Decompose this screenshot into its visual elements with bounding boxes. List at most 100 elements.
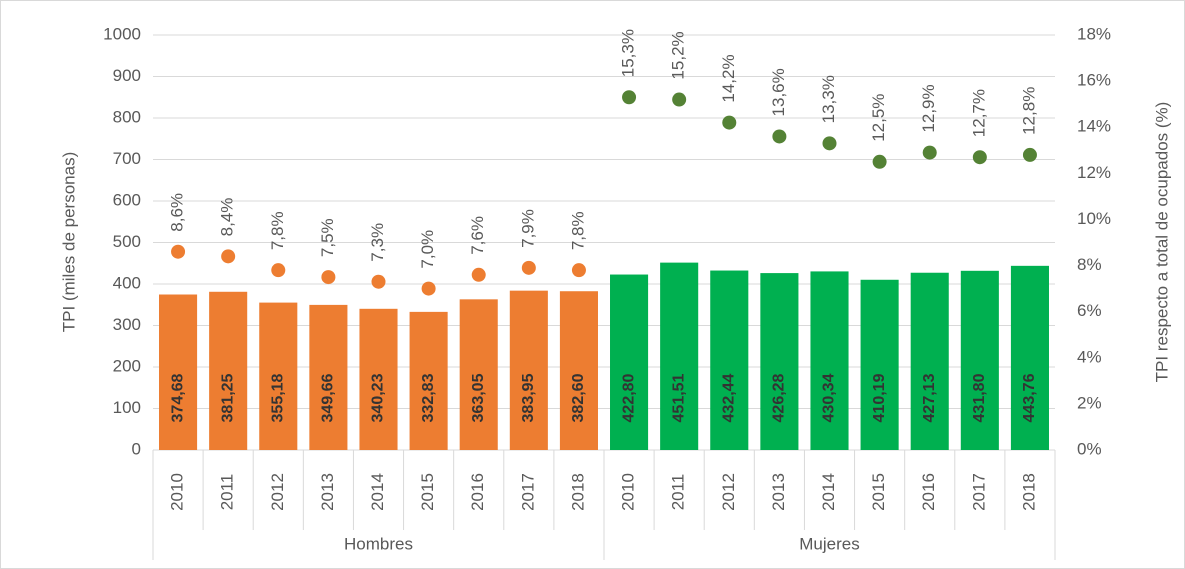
x-tick-label: 2012 [719, 473, 738, 511]
group-label: Hombres [344, 534, 413, 553]
bar [610, 274, 649, 450]
bar-value-label: 410,19 [871, 373, 888, 422]
x-tick-label: 2011 [669, 474, 688, 511]
y-tick-label: 0 [132, 439, 141, 458]
y-tick-label: 500 [113, 232, 141, 251]
y2-tick-label: 10% [1077, 209, 1111, 228]
bar-value-label: 332,83 [420, 373, 437, 422]
rate-dot [972, 150, 987, 165]
bar [910, 272, 949, 450]
rate-dot [521, 260, 536, 275]
rate-dot [772, 129, 787, 144]
rate-dot [922, 145, 937, 160]
rate-label: 13,6% [769, 68, 788, 116]
rate-dot [571, 263, 586, 278]
bar [660, 262, 699, 450]
y2-tick-label: 4% [1077, 347, 1102, 366]
group-label: Mujeres [799, 534, 859, 553]
bar-value-label: 443,76 [1021, 373, 1038, 422]
y-tick-label: 900 [113, 66, 141, 85]
y2-tick-label: 18% [1077, 24, 1111, 43]
bar [159, 294, 198, 450]
bar [459, 299, 498, 450]
x-tick-label: 2010 [168, 473, 187, 511]
x-tick-label: 2018 [568, 473, 587, 511]
rate-dot [371, 274, 386, 289]
bar-value-label: 430,34 [821, 373, 838, 422]
rate-label: 12,5% [869, 94, 888, 142]
y2-tick-label: 16% [1077, 71, 1111, 90]
bar-value-label: 382,60 [570, 373, 587, 422]
rate-dot [321, 270, 336, 285]
bar [509, 290, 548, 450]
bar [559, 291, 598, 450]
bar-value-label: 426,28 [771, 373, 788, 422]
y2-tick-label: 0% [1077, 439, 1102, 458]
rate-dot [822, 136, 837, 151]
x-tick-label: 2014 [819, 473, 838, 511]
x-tick-label: 2018 [1019, 473, 1038, 511]
bar [860, 279, 899, 450]
y2-tick-label: 6% [1077, 301, 1102, 320]
bar [309, 304, 348, 450]
y-axis-label: TPI (miles de personas) [59, 152, 78, 332]
bar-value-label: 340,23 [370, 373, 387, 422]
bar [409, 311, 448, 450]
y-tick-label: 600 [113, 190, 141, 209]
rate-dot [421, 281, 436, 296]
bar-value-label: 383,95 [520, 373, 537, 422]
bar-value-label: 431,80 [971, 373, 988, 422]
bar-value-label: 451,51 [670, 373, 687, 422]
bar-value-label: 355,18 [269, 373, 286, 422]
x-tick-label: 2011 [218, 474, 237, 511]
bar [710, 270, 749, 450]
y2-tick-label: 14% [1077, 117, 1111, 136]
x-tick-label: 2015 [869, 473, 888, 511]
bar-value-label: 381,25 [219, 373, 236, 422]
rate-dot [471, 267, 486, 282]
y-tick-label: 200 [113, 356, 141, 375]
bar [259, 302, 298, 450]
rate-label: 12,7% [969, 89, 988, 137]
bar [209, 291, 248, 450]
rate-label: 7,8% [568, 211, 587, 250]
x-tick-label: 2010 [619, 473, 638, 511]
x-tick-label: 2013 [318, 473, 337, 511]
rate-label: 12,9% [919, 84, 938, 132]
rate-dot [221, 249, 236, 264]
rate-label: 7,6% [468, 216, 487, 255]
y2-tick-label: 2% [1077, 393, 1102, 412]
bar [760, 273, 799, 450]
rate-label: 8,6% [168, 193, 187, 232]
bar-value-label: 427,13 [921, 373, 938, 422]
x-tick-label: 2012 [268, 473, 287, 511]
x-tick-label: 2013 [769, 473, 788, 511]
y2-axis-label: TPI respecto a total de ocupados (%) [1152, 102, 1171, 383]
rate-label: 12,8% [1019, 87, 1038, 135]
bar-value-label: 432,44 [720, 373, 737, 422]
rate-label: 7,5% [318, 218, 337, 257]
bar-value-label: 349,66 [320, 373, 337, 422]
rate-label: 15,2% [669, 31, 688, 79]
rate-label: 7,9% [518, 209, 537, 248]
x-tick-label: 2014 [368, 473, 387, 511]
rate-dot [1022, 147, 1037, 162]
rate-dot [622, 90, 637, 105]
x-tick-label: 2016 [919, 473, 938, 511]
y2-tick-label: 12% [1077, 163, 1111, 182]
rate-label: 14,2% [719, 54, 738, 102]
rate-label: 7,8% [268, 211, 287, 250]
y-tick-label: 700 [113, 149, 141, 168]
rate-dot [872, 154, 887, 169]
bar-value-label: 363,05 [470, 373, 487, 422]
bar [1010, 265, 1049, 450]
y-tick-label: 100 [113, 398, 141, 417]
rate-label: 13,3% [819, 75, 838, 123]
rate-label: 8,4% [218, 198, 237, 237]
y2-tick-label: 8% [1077, 255, 1102, 274]
y-tick-label: 1000 [103, 24, 141, 43]
y-tick-label: 400 [113, 273, 141, 292]
rate-label: 7,0% [418, 230, 437, 269]
rate-dot [722, 115, 737, 130]
bar-value-label: 374,68 [169, 373, 186, 422]
